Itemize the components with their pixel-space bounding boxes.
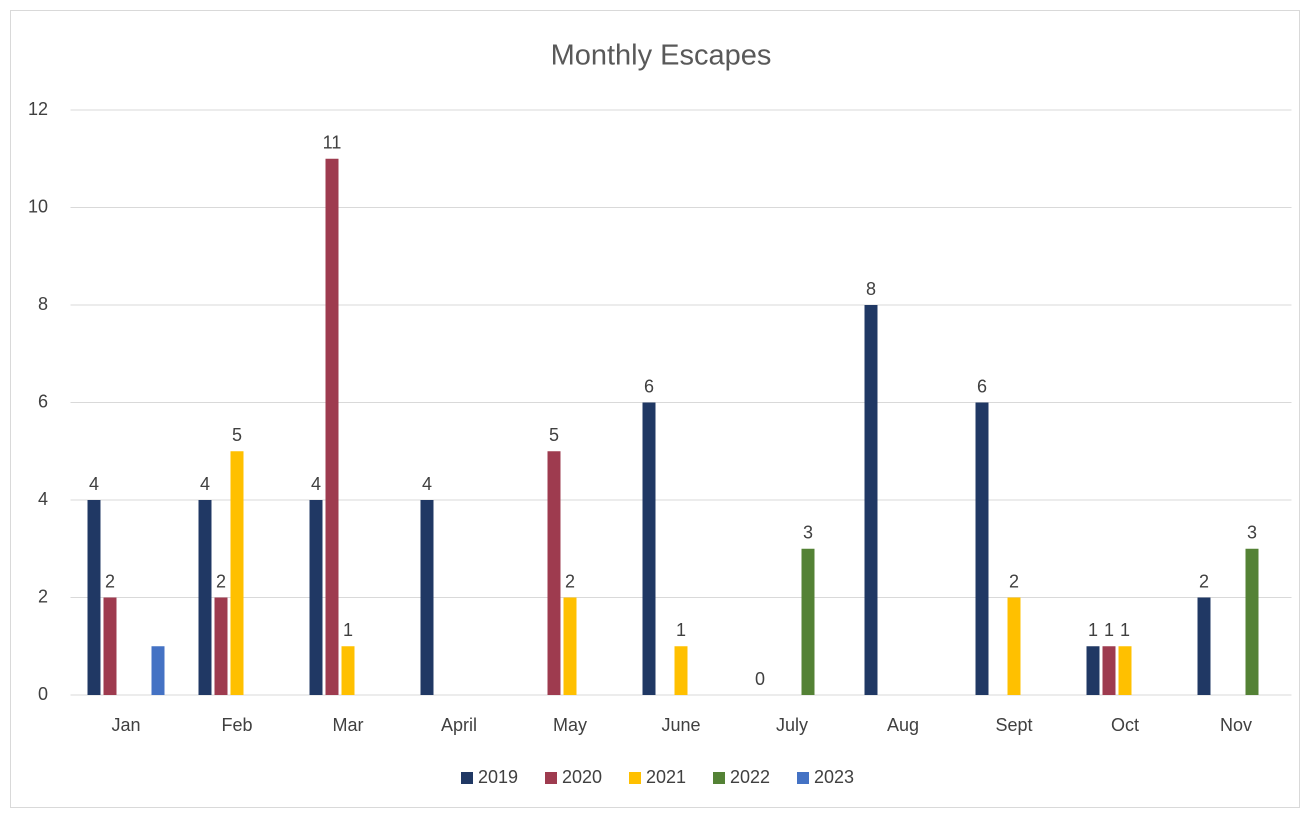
bar — [864, 305, 878, 695]
data-label: 2 — [105, 571, 115, 591]
data-label: 6 — [977, 376, 987, 396]
y-tick-label: 2 — [38, 586, 48, 606]
bar — [103, 597, 117, 695]
data-label: 1 — [1088, 620, 1098, 640]
bar — [975, 402, 989, 695]
bar — [801, 548, 815, 695]
legend-label: 2019 — [478, 767, 518, 787]
x-tick-label: June — [661, 715, 700, 735]
data-label: 1 — [343, 620, 353, 640]
y-tick-label: 8 — [38, 294, 48, 314]
x-tick-label: Jan — [111, 715, 140, 735]
legend-swatch — [461, 772, 473, 784]
bar — [563, 597, 577, 695]
bar — [214, 597, 228, 695]
bar — [420, 500, 434, 695]
legend-swatch — [797, 772, 809, 784]
data-label: 2 — [1199, 571, 1209, 591]
data-label: 3 — [803, 523, 813, 543]
y-tick-label: 10 — [28, 196, 48, 216]
bar — [1118, 646, 1132, 695]
bar — [1086, 646, 1100, 695]
bar — [1245, 548, 1259, 695]
data-label: 0 — [755, 669, 765, 689]
x-tick-label: July — [776, 715, 808, 735]
x-tick-label: Nov — [1220, 715, 1252, 735]
data-label: 8 — [866, 279, 876, 299]
legend-label: 2021 — [646, 767, 686, 787]
data-label: 4 — [422, 474, 432, 494]
data-label: 2 — [1009, 571, 1019, 591]
data-label: 11 — [323, 133, 342, 153]
y-tick-label: 0 — [38, 684, 48, 704]
bar — [341, 646, 355, 695]
data-label: 1 — [1120, 620, 1130, 640]
bar — [674, 646, 688, 695]
data-label: 1 — [1104, 620, 1114, 640]
bar — [309, 500, 323, 695]
x-tick-label: Aug — [887, 715, 919, 735]
data-label: 4 — [200, 474, 210, 494]
y-tick-label: 4 — [38, 489, 48, 509]
legend-label: 2020 — [562, 767, 602, 787]
data-label: 4 — [311, 474, 321, 494]
chart-title: Monthly Escapes — [551, 40, 772, 72]
bar — [87, 500, 101, 695]
bar — [642, 402, 656, 695]
y-tick-label: 6 — [38, 391, 48, 411]
data-label: 2 — [565, 571, 575, 591]
bar — [547, 451, 561, 695]
bar — [198, 500, 212, 695]
data-label: 1 — [676, 620, 686, 640]
x-tick-label: Feb — [221, 715, 252, 735]
y-tick-label: 12 — [28, 99, 48, 119]
bar — [230, 451, 244, 695]
x-tick-label: Mar — [333, 715, 364, 735]
data-label: 2 — [216, 571, 226, 591]
data-label: 6 — [644, 376, 654, 396]
x-tick-label: May — [553, 715, 587, 735]
bar — [1197, 597, 1211, 695]
bar — [325, 158, 339, 695]
data-label: 5 — [549, 425, 559, 445]
legend-swatch — [629, 772, 641, 784]
legend-label: 2022 — [730, 767, 770, 787]
x-tick-label: Oct — [1111, 715, 1139, 735]
bar — [1102, 646, 1116, 695]
legend-swatch — [713, 772, 725, 784]
data-label: 5 — [232, 425, 242, 445]
x-tick-label: April — [441, 715, 477, 735]
bar — [1007, 597, 1021, 695]
data-label: 3 — [1247, 523, 1257, 543]
x-tick-label: Sept — [995, 715, 1032, 735]
data-label: 4 — [89, 474, 99, 494]
legend-swatch — [545, 772, 557, 784]
bar — [151, 646, 165, 695]
legend-label: 2023 — [814, 767, 854, 787]
